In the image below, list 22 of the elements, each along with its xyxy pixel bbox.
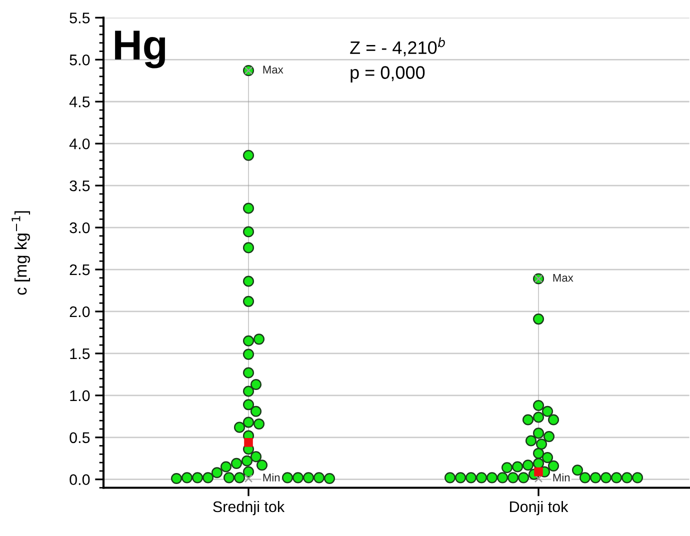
chart-title: Hg — [115, 30, 166, 68]
y-tick-label: 2.5 — [70, 264, 90, 276]
annotation: Min — [553, 473, 570, 482]
y-tick-label: 3.0 — [70, 222, 90, 234]
y-tick-label: 4.0 — [69, 138, 90, 150]
y-tick-label: 4.5 — [69, 96, 90, 108]
y-tick-label: 2.0 — [70, 306, 90, 318]
annotation: Max — [553, 274, 574, 282]
x-tick-label: Donji tok — [510, 500, 568, 516]
annotation: Max — [263, 66, 284, 74]
x-tick-label: Srednji tok — [213, 500, 285, 516]
annotation: Z = - 4,210$^{b}$ — [350, 37, 445, 56]
y-tick-label: 5.5 — [70, 12, 90, 24]
y-tick-label: 0.5 — [70, 432, 90, 444]
y-tick-label: 1.0 — [70, 390, 90, 402]
y-axis-title: c [mg kg$^{−1}$] — [12, 211, 30, 295]
y-tick-label: 1.5 — [70, 348, 90, 360]
y-tick-label: 5.0 — [70, 54, 90, 66]
y-tick-label: 3.5 — [70, 180, 90, 192]
y-tick-label: 0.0 — [70, 474, 90, 486]
annotation: p = 0,000 — [350, 66, 425, 83]
annotation: Min — [263, 473, 280, 482]
